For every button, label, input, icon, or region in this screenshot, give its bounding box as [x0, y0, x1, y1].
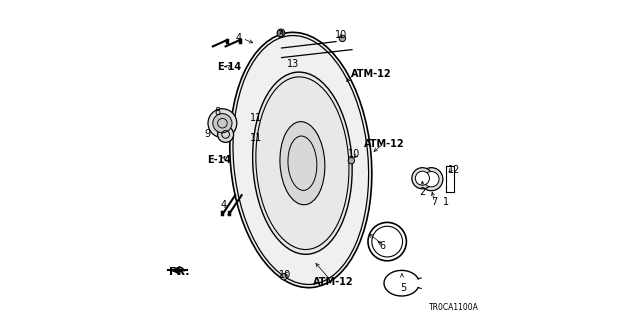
Ellipse shape: [253, 72, 352, 254]
Text: 2: 2: [419, 187, 426, 197]
Ellipse shape: [415, 171, 429, 185]
Text: 12: 12: [448, 164, 461, 175]
Text: 7: 7: [431, 196, 438, 207]
Text: ATM-12: ATM-12: [351, 68, 392, 79]
Circle shape: [348, 157, 355, 164]
Text: TR0CA1100A: TR0CA1100A: [429, 303, 479, 312]
Text: 10: 10: [278, 270, 291, 280]
Circle shape: [281, 274, 287, 280]
Text: ATM-12: ATM-12: [364, 139, 404, 149]
Text: 4: 4: [221, 200, 227, 210]
Text: FR.: FR.: [169, 267, 189, 277]
Text: 11: 11: [250, 132, 262, 143]
Text: E-14: E-14: [207, 155, 231, 165]
Text: 10: 10: [335, 30, 347, 40]
Text: 6: 6: [380, 241, 385, 252]
Text: 9: 9: [204, 129, 211, 140]
Text: 10: 10: [348, 148, 361, 159]
Ellipse shape: [212, 114, 232, 133]
Ellipse shape: [208, 109, 237, 138]
Ellipse shape: [412, 168, 433, 189]
Ellipse shape: [230, 32, 372, 288]
Text: 5: 5: [400, 283, 406, 293]
Circle shape: [277, 29, 285, 37]
Ellipse shape: [218, 126, 234, 142]
Text: ATM-12: ATM-12: [312, 276, 353, 287]
Text: 1: 1: [444, 196, 449, 207]
Circle shape: [339, 35, 346, 42]
Text: 11: 11: [250, 113, 262, 124]
Text: 3: 3: [277, 30, 283, 40]
Text: 8: 8: [214, 107, 220, 117]
Ellipse shape: [280, 122, 325, 205]
Text: 4: 4: [236, 33, 241, 44]
Text: 13: 13: [287, 59, 299, 69]
Ellipse shape: [424, 172, 439, 187]
Ellipse shape: [420, 168, 443, 191]
Text: E-14: E-14: [217, 62, 241, 72]
